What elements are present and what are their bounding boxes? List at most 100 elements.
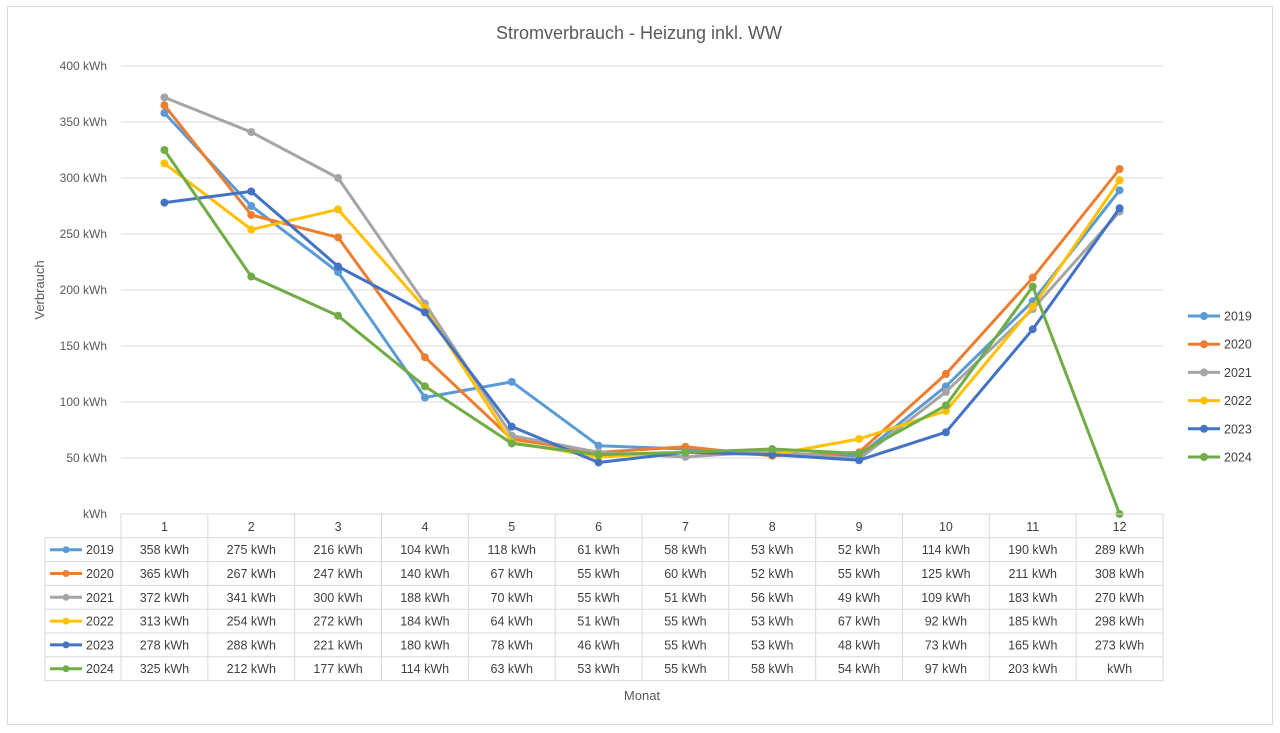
y-tick-label: 400 kWh bbox=[60, 59, 107, 73]
legend-label: 2020 bbox=[1224, 338, 1252, 352]
table-cell: 60 kWh bbox=[664, 567, 706, 581]
data-point-2020 bbox=[420, 353, 429, 362]
table-cell: 78 kWh bbox=[491, 638, 533, 652]
data-point-2024 bbox=[420, 382, 429, 391]
table-legend-key-marker bbox=[62, 546, 70, 554]
y-tick-label: 250 kWh bbox=[60, 227, 107, 241]
data-point-2022 bbox=[1028, 302, 1037, 311]
table-cell: 216 kWh bbox=[313, 543, 362, 557]
table-cell: 52 kWh bbox=[838, 543, 880, 557]
series-line-2020 bbox=[162, 103, 1122, 458]
table-cell: 211 kWh bbox=[1009, 567, 1057, 581]
legend-key-marker bbox=[1200, 424, 1208, 433]
series-line-2021 bbox=[162, 95, 1122, 461]
legend-key-marker bbox=[1200, 453, 1208, 461]
table-cell: 358 kWh bbox=[140, 543, 189, 557]
table-cell: 73 kWh bbox=[925, 638, 967, 652]
data-point-2022 bbox=[1115, 176, 1124, 185]
data-point-2024 bbox=[594, 450, 603, 459]
y-tick-label: 50 kWh bbox=[66, 451, 107, 465]
table-cell: 52 kWh bbox=[751, 567, 793, 581]
table-cell: 267 kWh bbox=[227, 567, 276, 581]
table-cell: 289 kWh bbox=[1095, 543, 1144, 557]
legend-key-marker bbox=[1200, 396, 1208, 405]
series-line-2022 bbox=[162, 161, 1122, 459]
table-cell: 55 kWh bbox=[577, 591, 619, 605]
data-point-2023 bbox=[420, 308, 429, 317]
table-cell: 300 kWh bbox=[313, 591, 362, 605]
legend-key-marker bbox=[1200, 312, 1208, 320]
y-tick-label: kWh bbox=[83, 507, 107, 521]
data-point-2019 bbox=[247, 202, 256, 210]
table-cell: 188 kWh bbox=[400, 591, 449, 605]
table-cell: 275 kWh bbox=[227, 543, 276, 557]
table-legend-key-marker bbox=[62, 665, 70, 673]
data-point-2022 bbox=[334, 205, 343, 214]
data-point-2022 bbox=[247, 225, 256, 234]
chart-title: Stromverbrauch - Heizung inkl. WW bbox=[496, 23, 782, 43]
table-cell: 308 kWh bbox=[1095, 567, 1144, 581]
table-cell: 55 kWh bbox=[664, 615, 706, 629]
data-point-2024 bbox=[768, 445, 777, 454]
data-point-2023 bbox=[768, 450, 777, 459]
table-row-name: 2019 bbox=[86, 543, 114, 557]
table-header-month: 7 bbox=[682, 520, 689, 534]
table-cell: 114 kWh bbox=[922, 543, 970, 557]
table-header-month: 12 bbox=[1113, 520, 1127, 534]
data-point-2023 bbox=[941, 428, 950, 437]
table-cell: 55 kWh bbox=[664, 662, 706, 676]
table-header-month: 2 bbox=[248, 520, 255, 534]
data-point-2024 bbox=[507, 439, 516, 448]
table-legend-key-marker bbox=[62, 593, 70, 601]
table-cell: 55 kWh bbox=[577, 567, 619, 581]
data-point-2021 bbox=[334, 174, 343, 182]
table-cell: 49 kWh bbox=[838, 591, 880, 605]
table-cell: kWh bbox=[1107, 662, 1132, 676]
table-row-name: 2023 bbox=[86, 638, 114, 652]
table-cell: 53 kWh bbox=[751, 638, 793, 652]
table-cell: 48 kWh bbox=[838, 638, 880, 652]
legend-label: 2023 bbox=[1224, 422, 1252, 436]
table-cell: 53 kWh bbox=[751, 543, 793, 557]
table-cell: 288 kWh bbox=[227, 638, 276, 652]
series-lines bbox=[160, 93, 1124, 518]
data-point-2024 bbox=[160, 146, 169, 154]
y-axis-ticks: kWh 50 kWh 100 kWh 150 kWh 200 kWh 250 kWh 300… bbox=[60, 59, 107, 521]
y-tick-label: 150 kWh bbox=[60, 339, 107, 353]
y-axis-label: Verbrauch bbox=[32, 260, 47, 319]
data-point-2024 bbox=[1028, 282, 1037, 291]
table-cell: 51 kWh bbox=[577, 615, 619, 629]
y-tick-label: 200 kWh bbox=[60, 283, 107, 297]
table-legend-key-marker bbox=[62, 570, 70, 577]
table-header-month: 11 bbox=[1026, 520, 1039, 534]
data-point-2020 bbox=[334, 233, 343, 242]
table-cell: 53 kWh bbox=[751, 615, 793, 629]
data-point-2019 bbox=[594, 441, 603, 450]
data-point-2023 bbox=[594, 458, 603, 467]
y-tick-label: 350 kWh bbox=[60, 115, 107, 129]
table-cell: 272 kWh bbox=[313, 615, 362, 629]
table-cell: 270 kWh bbox=[1095, 591, 1144, 605]
legend-key-marker bbox=[1200, 368, 1208, 377]
data-point-2023 bbox=[334, 262, 343, 271]
data-point-2023 bbox=[1115, 204, 1124, 213]
data-point-2023 bbox=[507, 422, 516, 431]
table-cell: 61 kWh bbox=[577, 543, 619, 557]
series-line-2024 bbox=[162, 148, 1122, 516]
x-axis-label: Monat bbox=[624, 688, 661, 703]
table-cell: 254 kWh bbox=[227, 615, 276, 629]
table-header-month: 4 bbox=[421, 520, 428, 534]
data-point-2024 bbox=[941, 401, 950, 410]
table-row-name: 2020 bbox=[86, 567, 114, 581]
table-legend-key-marker bbox=[62, 641, 70, 649]
series-line-2019 bbox=[162, 111, 1122, 458]
table-cell: 372 kWh bbox=[140, 591, 189, 605]
table-cell: 63 kWh bbox=[491, 662, 533, 676]
table-cell: 92 kWh bbox=[925, 615, 967, 629]
table-cell: 185 kWh bbox=[1008, 615, 1057, 629]
table-cell: 184 kWh bbox=[400, 615, 449, 629]
data-point-2020 bbox=[681, 442, 690, 451]
table-cell: 55 kWh bbox=[664, 638, 706, 652]
table-cell: 325 kWh bbox=[140, 662, 189, 676]
